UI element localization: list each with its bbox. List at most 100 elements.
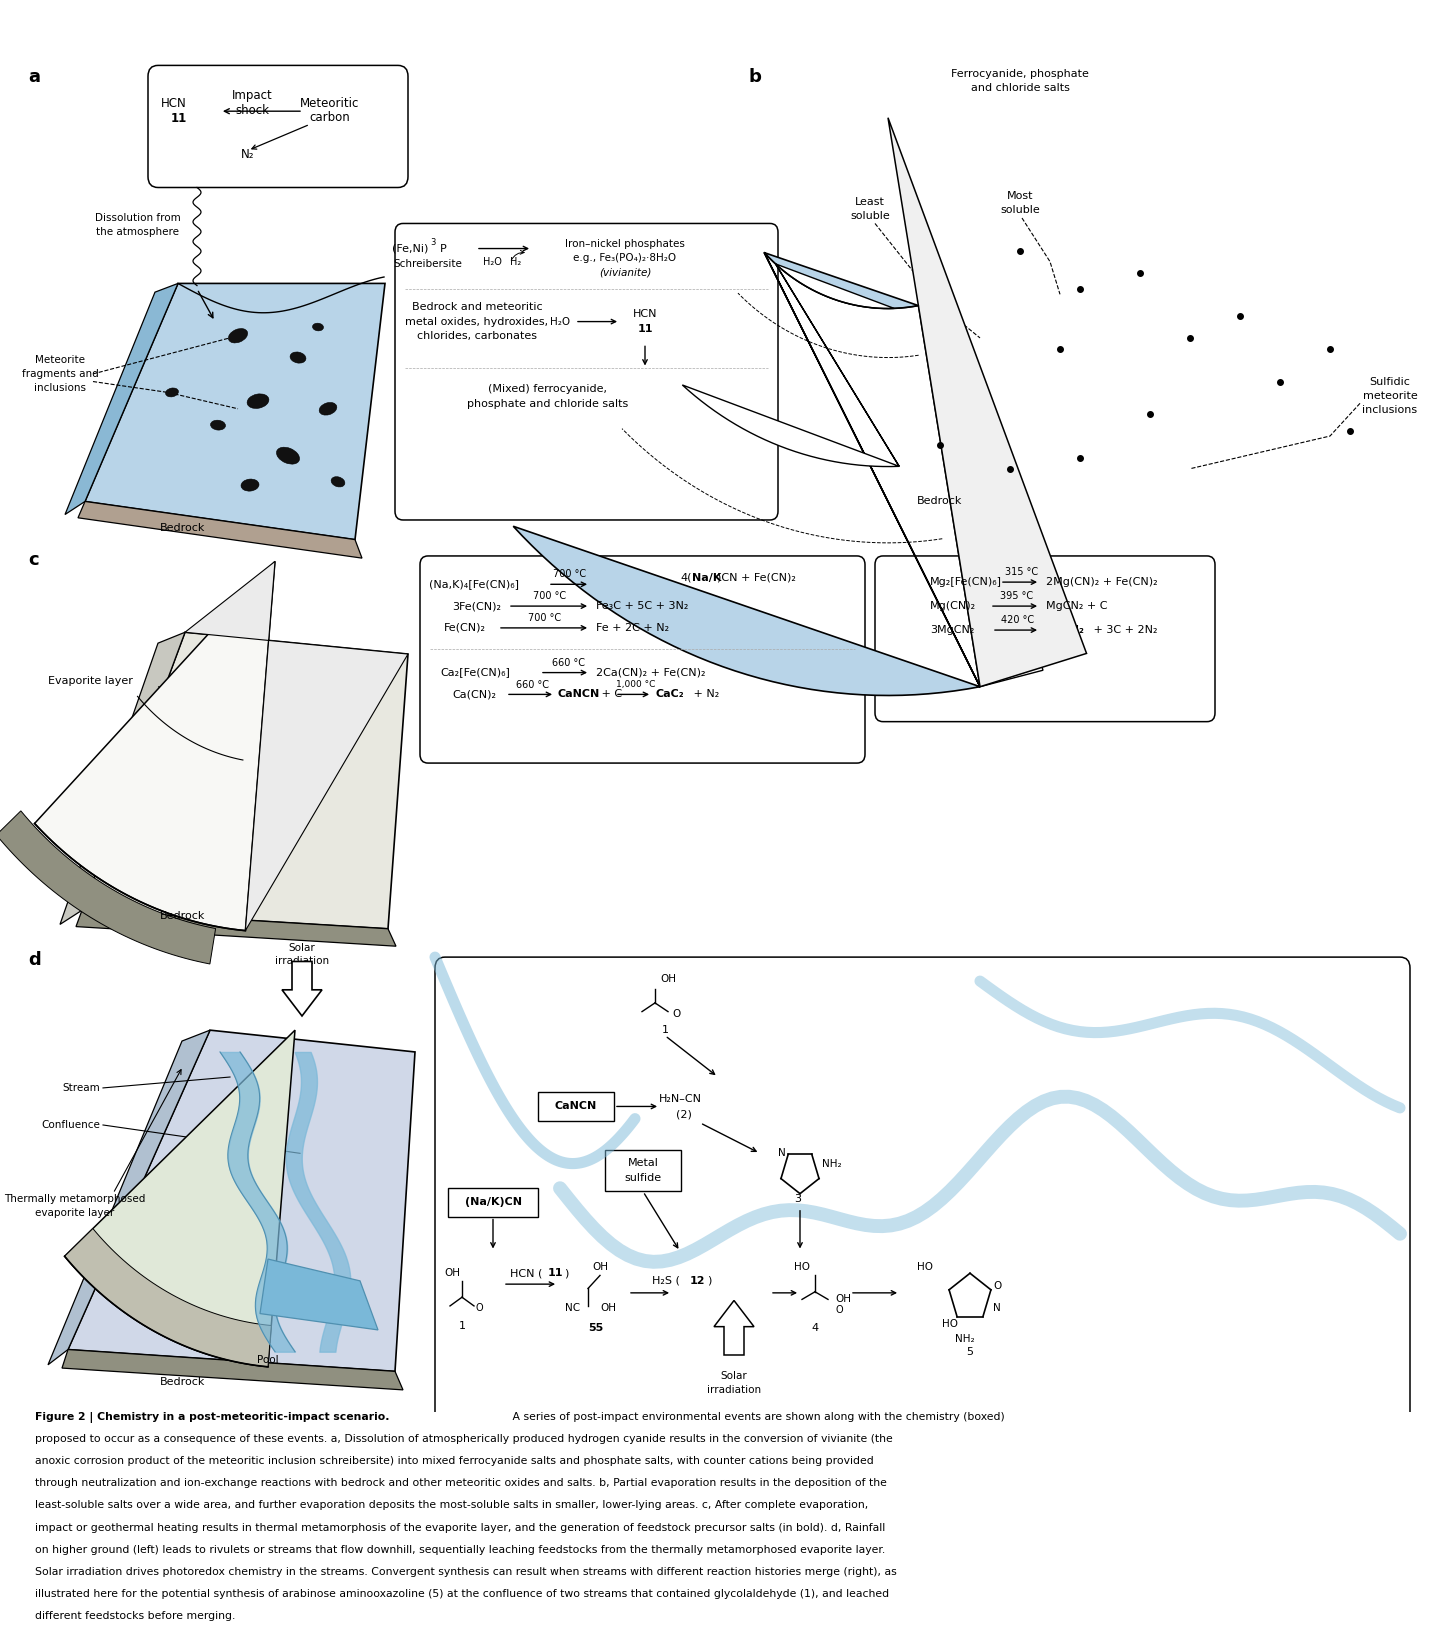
Text: O: O bbox=[992, 1281, 1001, 1291]
Text: OH: OH bbox=[600, 1302, 616, 1314]
Polygon shape bbox=[260, 1258, 378, 1330]
Text: 700 °C: 700 °C bbox=[533, 591, 567, 601]
Text: Metal: Metal bbox=[628, 1159, 658, 1169]
Text: irradiation: irradiation bbox=[708, 1386, 761, 1395]
Text: 55: 55 bbox=[588, 1324, 603, 1333]
Text: O: O bbox=[477, 1302, 484, 1314]
Text: MgCN₂ + C: MgCN₂ + C bbox=[1046, 601, 1107, 610]
Text: O: O bbox=[671, 1009, 680, 1018]
Ellipse shape bbox=[241, 480, 259, 491]
Text: (Fe,Ni): (Fe,Ni) bbox=[392, 243, 429, 253]
Bar bbox=[538, 1092, 615, 1121]
Text: HCN: HCN bbox=[161, 96, 187, 109]
Text: soluble: soluble bbox=[1000, 206, 1040, 215]
Text: 315 °C: 315 °C bbox=[1005, 568, 1039, 578]
Polygon shape bbox=[64, 1229, 272, 1366]
Text: Bedrock and meteoritic: Bedrock and meteoritic bbox=[411, 302, 542, 312]
Text: 3: 3 bbox=[795, 1195, 802, 1204]
Text: through neutralization and ion-exchange reactions with bedrock and other meteori: through neutralization and ion-exchange … bbox=[35, 1479, 886, 1488]
Text: Most: Most bbox=[1007, 191, 1033, 201]
Text: 2Ca(CN)₂ + Fe(CN)₂: 2Ca(CN)₂ + Fe(CN)₂ bbox=[596, 667, 706, 677]
Text: on higher ground (left) leads to rivulets or streams that flow downhill, sequent: on higher ground (left) leads to rivulet… bbox=[35, 1546, 885, 1555]
Text: Confluence: Confluence bbox=[41, 1120, 100, 1129]
Text: and chloride salts: and chloride salts bbox=[971, 83, 1069, 93]
Text: HCN (: HCN ( bbox=[510, 1268, 542, 1278]
Text: H₂S (: H₂S ( bbox=[652, 1276, 680, 1286]
Text: 700 °C: 700 °C bbox=[554, 570, 587, 579]
Text: )CN + Fe(CN)₂: )CN + Fe(CN)₂ bbox=[716, 573, 796, 583]
Text: H₂N–CN: H₂N–CN bbox=[658, 1093, 702, 1103]
Ellipse shape bbox=[247, 393, 269, 408]
Ellipse shape bbox=[228, 328, 247, 343]
Text: 5: 5 bbox=[966, 1346, 974, 1356]
Text: NH₂: NH₂ bbox=[956, 1333, 975, 1343]
Text: Mg(CN)₂: Mg(CN)₂ bbox=[930, 601, 976, 610]
Text: N: N bbox=[992, 1302, 1001, 1314]
Text: HO: HO bbox=[942, 1319, 958, 1330]
Text: Least: Least bbox=[854, 197, 885, 207]
Text: Pool: Pool bbox=[257, 1356, 279, 1366]
Text: Ca₂[Fe(CN)₆]: Ca₂[Fe(CN)₆] bbox=[440, 667, 510, 677]
Polygon shape bbox=[68, 1030, 416, 1371]
Text: least-soluble salts over a wide area, and further evaporation deposits the most-: least-soluble salts over a wide area, an… bbox=[35, 1500, 867, 1511]
Text: shock: shock bbox=[235, 103, 269, 116]
Text: soluble: soluble bbox=[850, 211, 889, 220]
Text: 11: 11 bbox=[638, 325, 652, 335]
Polygon shape bbox=[0, 811, 215, 965]
Text: A series of post-impact environmental events are shown along with the chemistry : A series of post-impact environmental ev… bbox=[509, 1412, 1005, 1421]
Text: N₂: N₂ bbox=[241, 149, 254, 162]
Text: HO: HO bbox=[793, 1262, 809, 1271]
Text: (vivianite): (vivianite) bbox=[599, 268, 651, 277]
Text: e.g., Fe₃(PO₄)₂·8H₂O: e.g., Fe₃(PO₄)₂·8H₂O bbox=[574, 253, 677, 263]
Polygon shape bbox=[888, 118, 1087, 687]
Text: P: P bbox=[440, 243, 446, 253]
Text: Evaporite layer: Evaporite layer bbox=[48, 676, 132, 687]
Text: Mg₃N₂: Mg₃N₂ bbox=[1046, 625, 1084, 635]
Text: 4: 4 bbox=[811, 1324, 818, 1333]
Text: Meteoritic: Meteoritic bbox=[301, 96, 360, 109]
Text: OH: OH bbox=[835, 1294, 851, 1304]
Text: Meteorite: Meteorite bbox=[35, 354, 84, 364]
Text: (Na/K)CN: (Na/K)CN bbox=[465, 1198, 522, 1208]
Text: Ferrocyanide, phosphate: Ferrocyanide, phosphate bbox=[952, 69, 1088, 78]
Ellipse shape bbox=[276, 447, 299, 463]
Bar bbox=[448, 1188, 538, 1216]
Polygon shape bbox=[65, 284, 179, 514]
Ellipse shape bbox=[291, 353, 307, 364]
Polygon shape bbox=[60, 632, 185, 924]
Text: 420 °C: 420 °C bbox=[1001, 615, 1035, 625]
Text: inclusions: inclusions bbox=[33, 384, 86, 393]
Text: 700 °C: 700 °C bbox=[529, 614, 561, 623]
Text: N: N bbox=[779, 1149, 786, 1159]
Text: evaporite layer: evaporite layer bbox=[35, 1208, 115, 1217]
Text: meteorite: meteorite bbox=[1363, 390, 1417, 401]
Ellipse shape bbox=[331, 477, 344, 486]
Text: 395 °C: 395 °C bbox=[1001, 591, 1033, 601]
Text: OH: OH bbox=[660, 974, 676, 984]
Text: Bedrock: Bedrock bbox=[160, 1377, 206, 1387]
Text: (Na,K)₄[Fe(CN)₆]: (Na,K)₄[Fe(CN)₆] bbox=[429, 579, 519, 589]
Polygon shape bbox=[64, 1030, 295, 1366]
Ellipse shape bbox=[166, 388, 179, 397]
Polygon shape bbox=[35, 561, 275, 930]
Ellipse shape bbox=[312, 323, 324, 331]
Text: CaNCN: CaNCN bbox=[558, 689, 600, 700]
Text: Thermally metamorphosed: Thermally metamorphosed bbox=[4, 1195, 145, 1204]
Text: 11: 11 bbox=[548, 1268, 564, 1278]
Polygon shape bbox=[713, 1301, 754, 1355]
Polygon shape bbox=[918, 300, 1043, 687]
Text: Impact: Impact bbox=[231, 90, 272, 103]
Text: + 3C + 2N₂: + 3C + 2N₂ bbox=[1090, 625, 1158, 635]
Text: OH: OH bbox=[445, 1268, 461, 1278]
Polygon shape bbox=[76, 911, 397, 947]
Text: 4(: 4( bbox=[680, 573, 692, 583]
Text: b: b bbox=[748, 67, 761, 85]
Text: 3: 3 bbox=[430, 238, 436, 246]
Polygon shape bbox=[683, 264, 899, 467]
Text: Fe(CN)₂: Fe(CN)₂ bbox=[445, 623, 485, 633]
Text: the atmosphere: the atmosphere bbox=[96, 227, 180, 237]
Text: (Mixed) ferrocyanide,: (Mixed) ferrocyanide, bbox=[488, 384, 607, 395]
Text: ): ) bbox=[564, 1268, 568, 1278]
Text: Mg₂[Fe(CN)₆]: Mg₂[Fe(CN)₆] bbox=[930, 578, 1003, 588]
Ellipse shape bbox=[211, 419, 225, 431]
